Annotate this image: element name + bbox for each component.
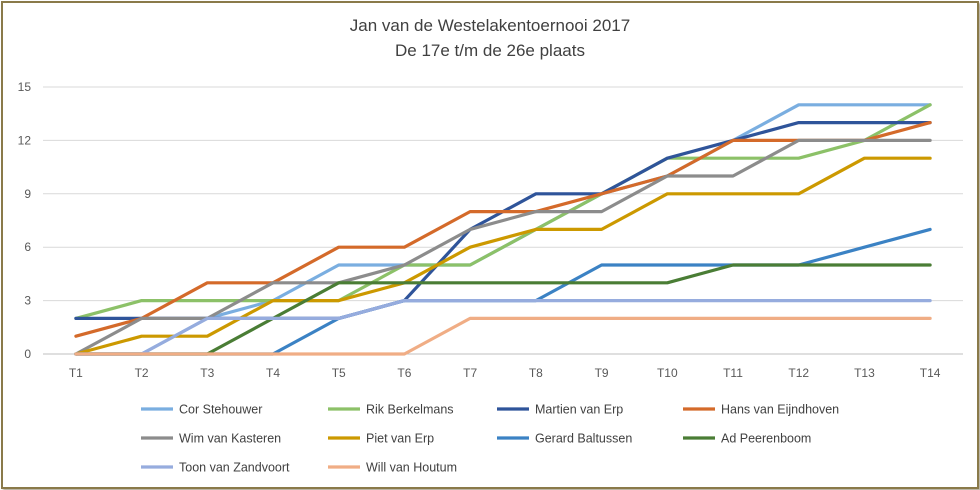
y-tick-label: 12	[18, 133, 32, 147]
x-tick-label: T8	[529, 366, 543, 380]
x-tick-label: T4	[266, 366, 280, 380]
x-tick-label: T12	[788, 366, 809, 380]
series-line-9	[74, 299, 932, 356]
legend-label: Wim van Kasteren	[179, 432, 281, 446]
legend-label: Hans van Eijndhoven	[721, 403, 839, 417]
series-line-10	[74, 316, 932, 356]
y-tick-label: 3	[24, 294, 31, 308]
series-line-5	[74, 138, 932, 356]
series-line-1	[74, 103, 932, 356]
x-axis-ticks: T1 T2 T3 T4 T5 T6 T7 T8 T9 T10 T11 T12 T13 T14	[69, 366, 941, 380]
x-tick-label: T2	[135, 366, 149, 380]
legend-label: Toon van Zandvoort	[179, 461, 290, 475]
chart-subtitle: De 17e t/m de 26e plaats	[395, 41, 585, 60]
chart-title: Jan van de Westelakentoernooi 2017	[350, 16, 630, 35]
legend-label: Will van Houtum	[366, 461, 457, 475]
series-lines	[74, 103, 932, 356]
series-line-8	[74, 263, 932, 356]
y-axis-ticks: 0 3 6 9 12 15	[18, 80, 32, 361]
x-tick-label: T11	[723, 366, 743, 380]
x-tick-label: T14	[920, 366, 941, 380]
series-line-4	[74, 120, 932, 338]
y-tick-label: 0	[24, 347, 31, 361]
x-tick-label: T5	[332, 366, 346, 380]
legend-label: Gerard Baltussen	[535, 432, 632, 446]
series-line-2	[74, 103, 932, 320]
line-chart: Jan van de Westelakentoernooi 2017 De 17…	[18, 16, 963, 475]
legend-label: Cor Stehouwer	[179, 403, 262, 417]
x-tick-label: T6	[397, 366, 411, 380]
legend-label: Ad Peerenboom	[721, 432, 811, 446]
x-tick-label: T10	[657, 366, 678, 380]
legend-label: Rik Berkelmans	[366, 403, 454, 417]
legend-label: Martien van Erp	[535, 403, 623, 417]
y-tick-label: 15	[18, 80, 32, 94]
series-line-6	[74, 156, 932, 356]
x-tick-label: T9	[595, 366, 609, 380]
x-tick-label: T1	[69, 366, 83, 380]
y-tick-label: 9	[24, 187, 31, 201]
x-tick-label: T7	[463, 366, 477, 380]
x-tick-label: T3	[200, 366, 214, 380]
legend-label: Piet van Erp	[366, 432, 434, 446]
y-tick-label: 6	[24, 240, 31, 254]
x-tick-label: T13	[854, 366, 875, 380]
legend: Cor Stehouwer Rik Berkelmans Martien van E…	[141, 403, 839, 475]
